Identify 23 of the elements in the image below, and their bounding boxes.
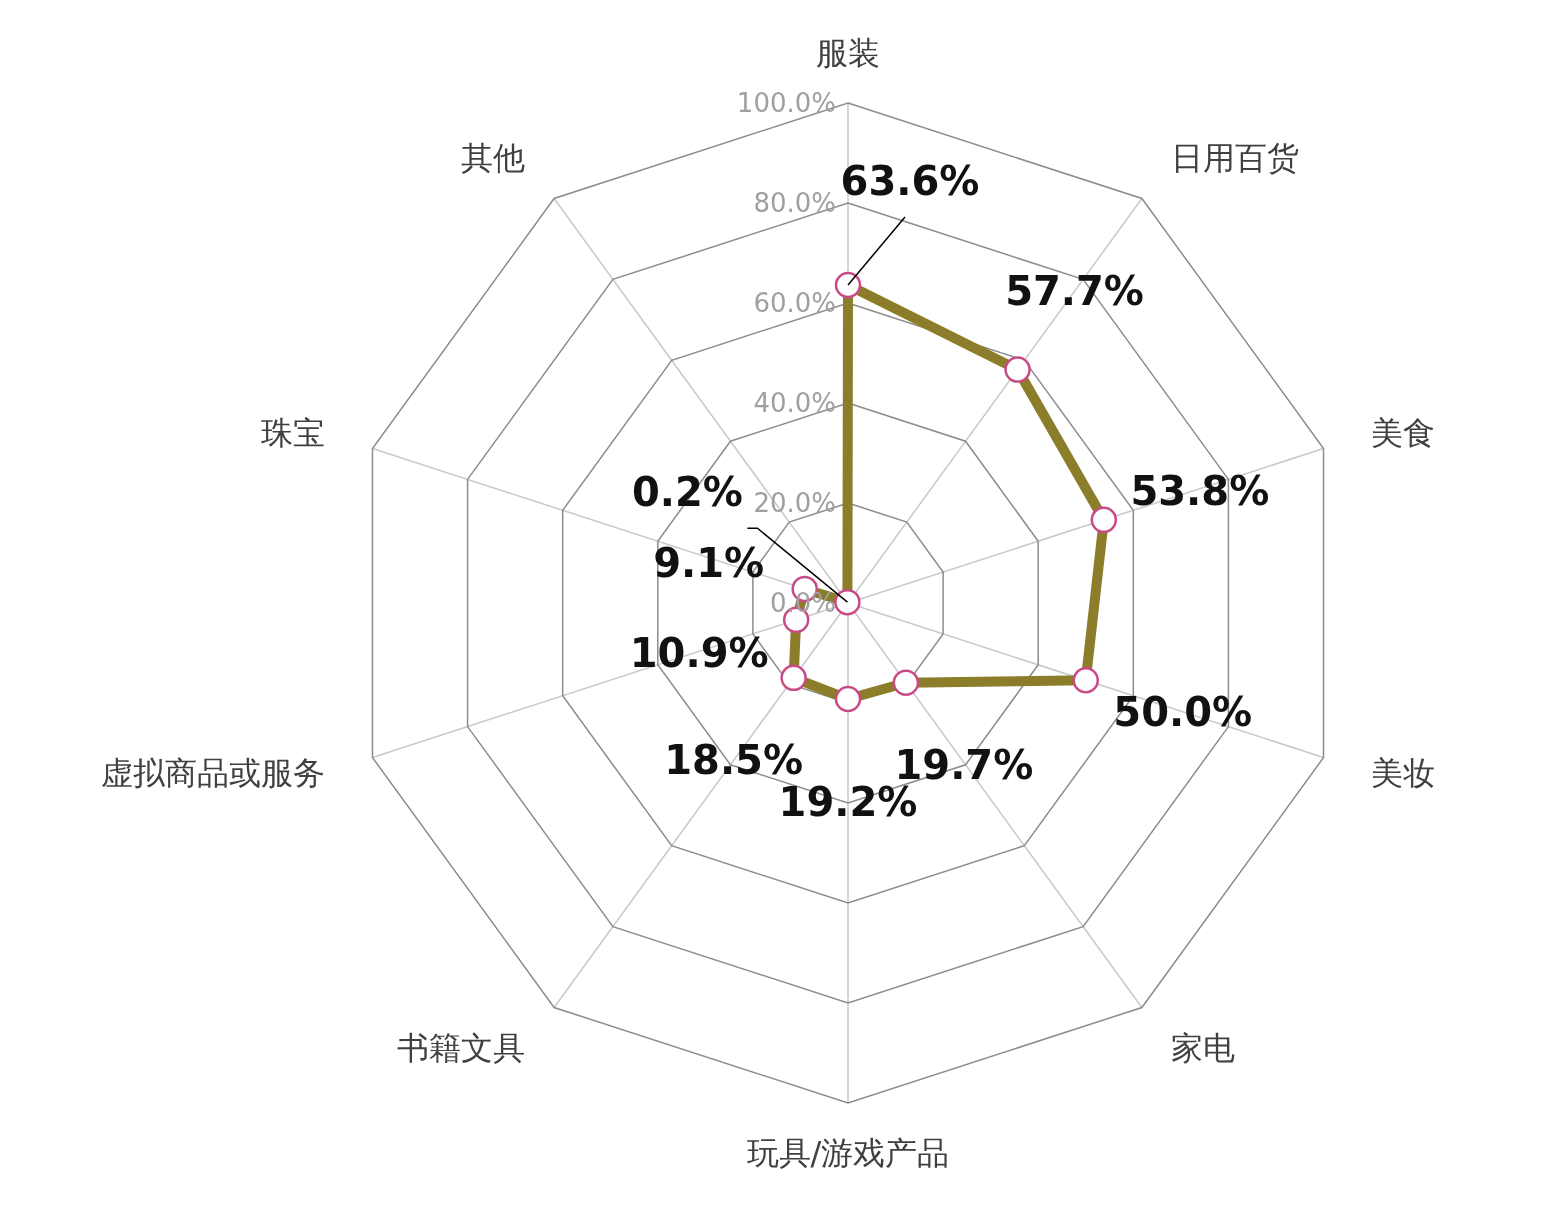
y-tick-label: 20.0% [753,488,836,519]
data-label: 50.0% [1113,689,1253,736]
spoke-label: 服装 [816,34,880,73]
spoke-label: 日用百货 [1171,139,1300,178]
spoke-label: 美食 [1371,414,1436,453]
spoke-label: 珠宝 [260,414,325,453]
data-label: 57.7% [1005,267,1144,314]
spoke-label: 虚拟商品或服务 [100,754,325,793]
y-tick-label: 60.0% [753,288,836,319]
y-tick-label: 40.0% [753,388,836,419]
data-label: 9.1% [653,539,765,586]
data-label: 10.9% [629,629,769,676]
spoke-label: 家电 [1171,1029,1236,1068]
spoke-label: 美妆 [1371,754,1436,793]
data-label: 53.8% [1130,467,1270,514]
spoke-label: 书籍文具 [396,1029,525,1068]
data-label: 18.5% [664,736,804,783]
spoke-label: 玩具/游戏产品 [746,1134,950,1173]
spoke-label: 其他 [460,139,525,178]
data-label: 0.2% [631,469,743,516]
y-tick-label: 80.0% [753,188,836,219]
data-label: 63.6% [840,158,980,204]
y-tick-label: 100.0% [736,88,836,119]
